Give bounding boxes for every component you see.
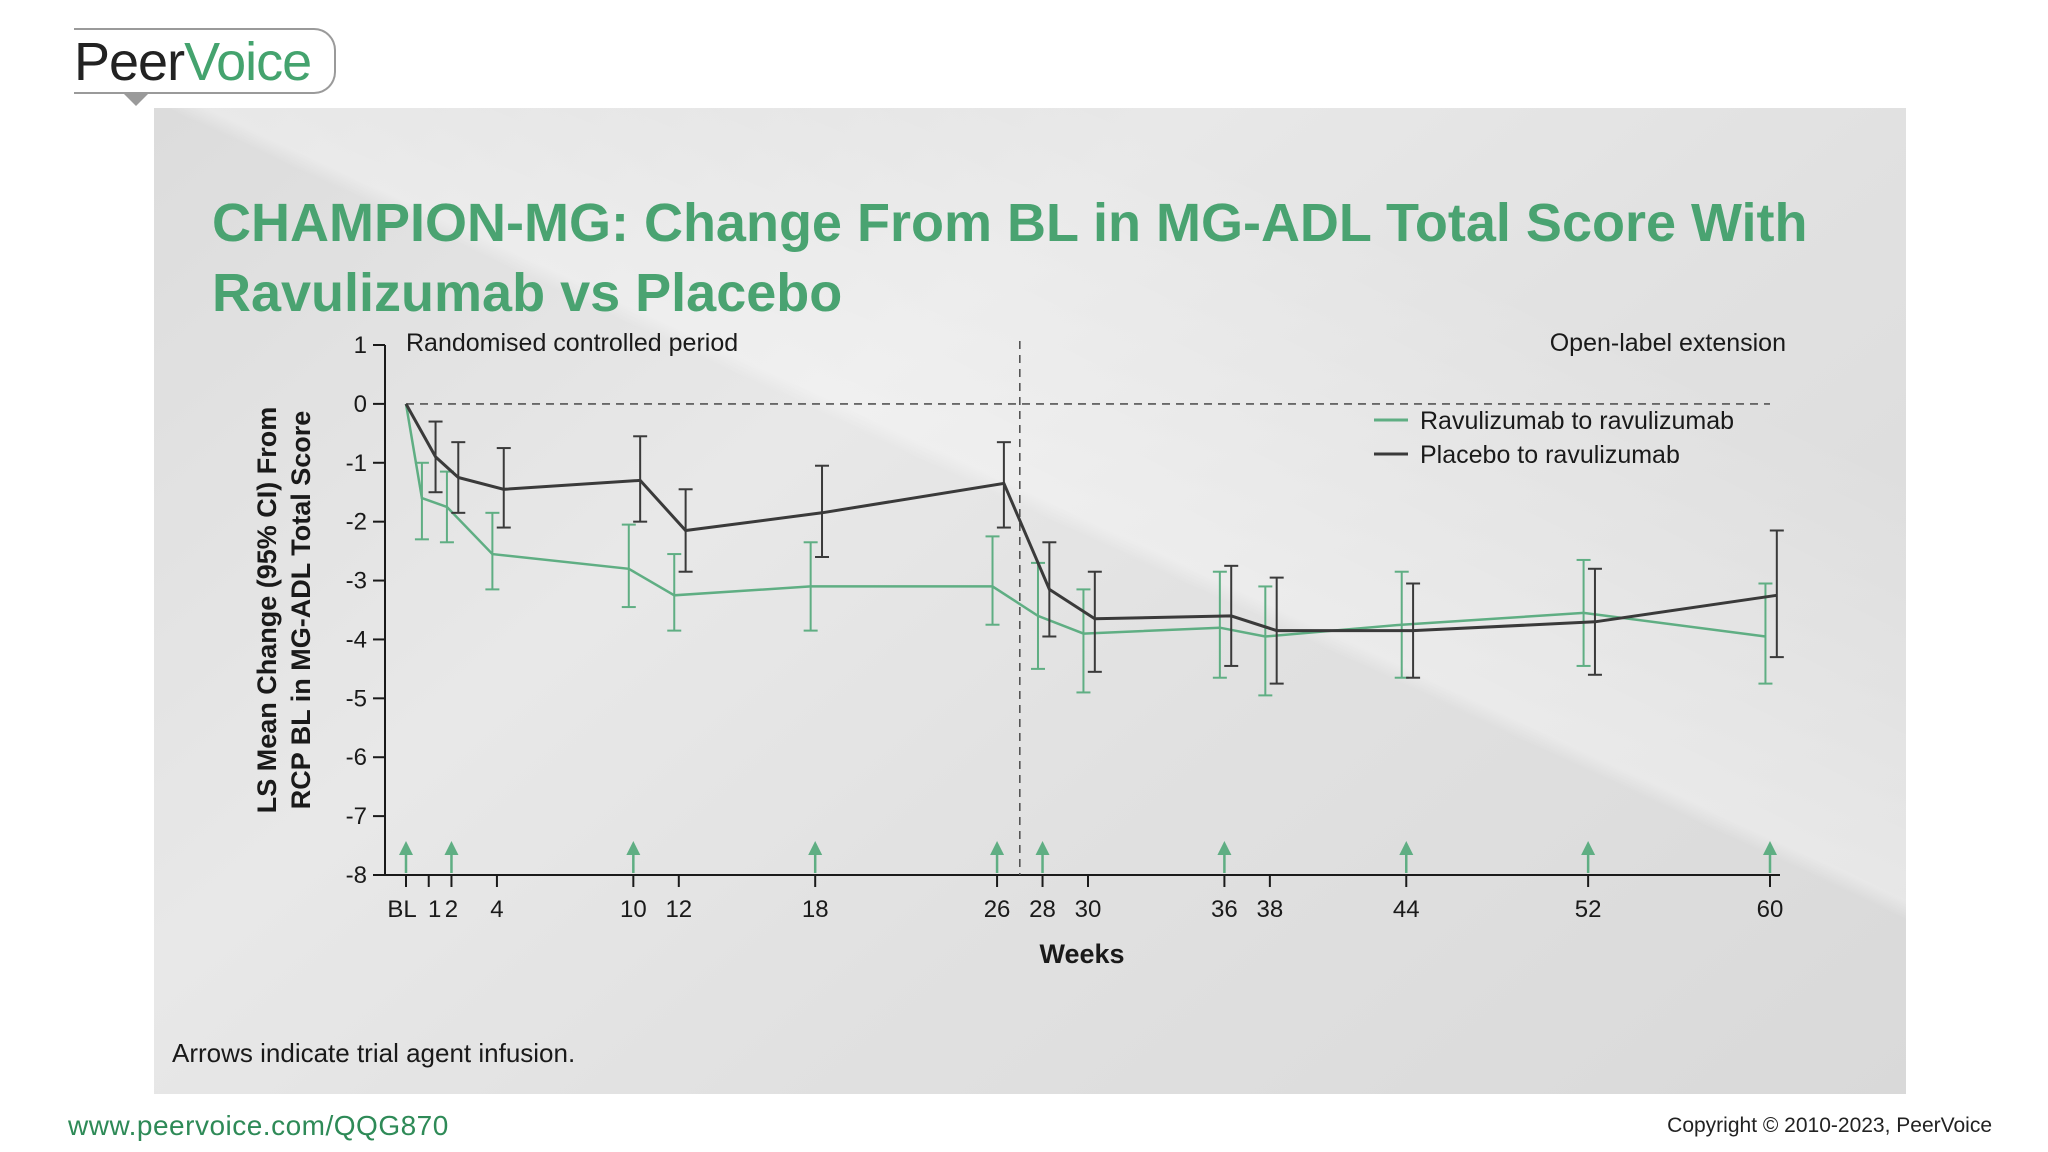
x-tick-label: 26 (984, 896, 1011, 923)
y-tick-label: -2 (346, 509, 367, 536)
x-tick-label: 44 (1393, 896, 1420, 923)
errorbar-ravulizumab (1076, 588, 1091, 694)
y-tick-label: -8 (346, 862, 367, 889)
x-tick-label: 4 (490, 896, 503, 923)
series-placebo (404, 403, 1784, 685)
infusion-arrow-head (1217, 841, 1232, 855)
line-placebo (404, 403, 1778, 633)
x-tick-label: 38 (1257, 896, 1284, 923)
errorbar-ravulizumab (414, 461, 429, 541)
logo-voice-text: Voice (184, 32, 312, 92)
infusion-arrow-icon (990, 841, 1005, 873)
speech-bubble-tail-icon (124, 94, 148, 106)
errorbar-ravulizumab (667, 553, 682, 632)
panel-decoration (154, 108, 1906, 1094)
y-tick-label: -5 (346, 685, 367, 712)
errorbar-placebo (1769, 529, 1784, 659)
y-tick-label: 1 (354, 332, 367, 359)
x-tick-label: 36 (1211, 896, 1238, 923)
infusion-arrow-head (1581, 841, 1596, 855)
infusion-arrow-icon (399, 841, 413, 873)
y-axis-title-line2: RCP BL in MG-ADL Total Score (286, 411, 316, 810)
errorbar-ravulizumab (985, 535, 1000, 626)
infusion-arrow-icon (1763, 841, 1777, 873)
x-tick-label: BL (387, 896, 416, 923)
y-axis-title-line1: LS Mean Change (95% CI) From (252, 407, 282, 814)
infusion-arrow-head (1763, 841, 1777, 855)
infusion-arrow-head (990, 841, 1005, 855)
infusion-arrow-icon (1399, 841, 1414, 873)
infusion-arrow-icon (626, 841, 641, 873)
errorbar-placebo (1087, 570, 1102, 673)
period-label-left: Randomised controlled period (406, 329, 738, 357)
legend-label-ravulizumab: Ravulizumab to ravulizumab (1420, 407, 1734, 435)
errorbar-ravulizumab (485, 511, 500, 591)
errorbar-ravulizumab (1258, 585, 1273, 697)
infusion-arrow-head (399, 841, 413, 855)
infusion-arrow-head (444, 841, 459, 855)
infusion-arrow-icon (1035, 841, 1050, 873)
slide-panel (154, 108, 1906, 1094)
y-tick-label: -6 (346, 744, 367, 771)
infusion-arrow-icon (444, 841, 459, 873)
y-tick-label: 0 (354, 391, 367, 418)
y-tick-label: -7 (346, 803, 367, 830)
infusion-arrow-icon (808, 841, 823, 873)
infusion-arrow-icon (1217, 841, 1232, 873)
copyright-text: Copyright © 2010-2023, PeerVoice (1667, 1114, 1992, 1137)
source-url-link[interactable]: www.peervoice.com/QQG870 (68, 1110, 449, 1141)
errorbar-ravulizumab (621, 523, 636, 609)
errorbar-ravulizumab (1212, 570, 1227, 679)
x-tick-label: 28 (1029, 896, 1056, 923)
footnote: Arrows indicate trial agent infusion. (172, 1038, 576, 1068)
logo-peer-text: Peer (74, 32, 185, 92)
y-tick-label: -1 (346, 450, 367, 477)
legend-label-placebo: Placebo to ravulizumab (1420, 441, 1680, 469)
errorbar-ravulizumab (1758, 582, 1773, 685)
x-tick-label: 18 (802, 896, 829, 923)
infusion-arrow-head (1399, 841, 1414, 855)
infusion-arrow-head (626, 841, 641, 855)
slide-title: CHAMPION-MG: Change From BL in MG-ADL To… (212, 193, 1808, 323)
x-tick-label: 1 (428, 896, 441, 923)
peervoice-logo: PeerVoice (74, 28, 336, 106)
x-tick-label: 12 (665, 896, 692, 923)
x-tick-label: 30 (1075, 896, 1102, 923)
x-tick-label: 60 (1757, 896, 1784, 923)
period-label-right: Open-label extension (1550, 329, 1786, 357)
logo-wordmark: PeerVoice (74, 32, 312, 92)
infusion-arrow-head (808, 841, 823, 855)
x-axis-title: Weeks (1039, 939, 1124, 969)
infusion-arrow-icon (1581, 841, 1596, 873)
x-tick-label: 10 (620, 896, 647, 923)
infusion-arrow-head (1035, 841, 1050, 855)
line-ravulizumab (404, 403, 1766, 638)
x-tick-label: 2 (445, 896, 458, 923)
y-tick-label: -3 (346, 568, 367, 595)
y-tick-label: -4 (346, 626, 367, 653)
x-tick-label: 52 (1575, 896, 1602, 923)
